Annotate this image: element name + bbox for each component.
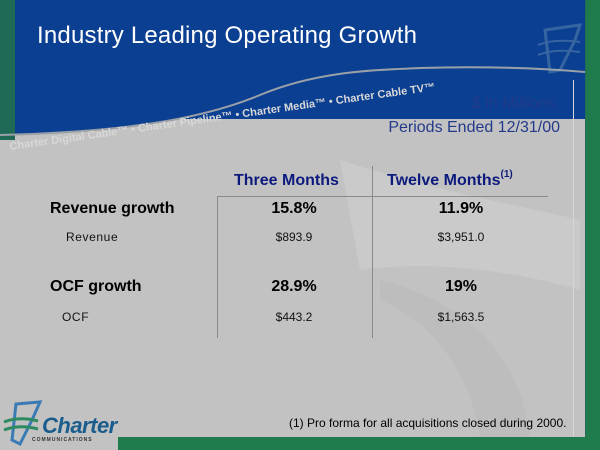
background-swoosh [340, 160, 580, 437]
logo-wordmark: Charter [42, 413, 117, 438]
units-note: $ in Millions, Periods Ended 12/31/00 [388, 92, 560, 140]
left-frame [0, 0, 15, 140]
row-label-ocf-growth: OCF growth [50, 278, 142, 295]
charter-logo-icon [3, 400, 43, 447]
content-panel: Charter Digital Cable™ • Charter Pipelin… [0, 0, 585, 437]
footnote: (1) Pro forma for all acquisitions close… [289, 416, 567, 430]
cell-revenue-three-months: $893.9 [275, 230, 313, 244]
cell-revenue-growth-twelve-months: 11.9% [438, 200, 484, 217]
charter-logo: Charter COMMUNICATIONS [2, 400, 122, 450]
table-header-divider [217, 196, 548, 197]
units-note-line1: $ in Millions, [471, 95, 560, 112]
cell-revenue-twelve-months: $3,951.0 [437, 230, 485, 244]
cell-ocf-growth-twelve-months: 19% [444, 278, 478, 295]
row-sublabel-revenue: Revenue [66, 230, 119, 244]
row-sublabel-ocf: OCF [62, 310, 90, 324]
row-label-revenue-growth: Revenue growth [50, 200, 175, 217]
column-header-three-months: Three Months [234, 172, 339, 190]
column-divider [217, 196, 218, 338]
column-header-twelve-months: Twelve Months(1) [387, 169, 513, 190]
slide-title: Industry Leading Operating Growth [37, 22, 418, 49]
footnote-marker: (1) [500, 169, 513, 180]
right-frame [586, 0, 600, 450]
wave-blue-shape [0, 0, 585, 135]
cell-ocf-twelve-months: $1,563.5 [437, 310, 485, 324]
watermark-logo-icon [537, 23, 583, 74]
bottom-frame [118, 437, 600, 450]
column-header-label: Three Months [234, 172, 339, 189]
column-header-label: Twelve Months [387, 172, 501, 189]
logo-tagline: COMMUNICATIONS [32, 437, 93, 443]
logo-area-background [0, 437, 118, 450]
cell-revenue-growth-three-months: 15.8% [271, 200, 317, 217]
panel-right-border [573, 80, 585, 437]
wave-divider: Charter Digital Cable™ • Charter Pipelin… [0, 0, 585, 153]
column-divider [372, 166, 373, 338]
cell-ocf-three-months: $443.2 [275, 310, 313, 324]
wave-edge [0, 66, 585, 136]
cell-ocf-growth-three-months: 28.9% [271, 278, 317, 295]
units-note-line2: Periods Ended 12/31/00 [388, 119, 560, 136]
